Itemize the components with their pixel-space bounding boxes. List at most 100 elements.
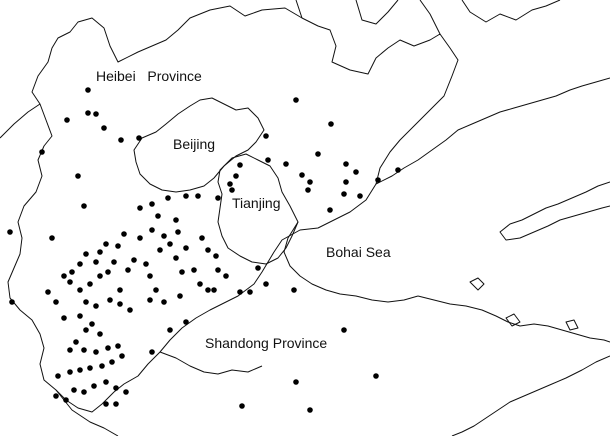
station-point xyxy=(137,235,143,241)
station-point xyxy=(147,273,153,279)
station-point xyxy=(103,379,109,385)
station-point xyxy=(213,253,219,259)
station-point xyxy=(61,315,67,321)
station-point xyxy=(157,247,163,253)
station-point xyxy=(167,327,173,333)
station-point xyxy=(93,349,99,355)
label-hebei-province: Heibei Province xyxy=(96,68,202,84)
station-point xyxy=(105,345,111,351)
station-point xyxy=(255,265,261,271)
station-point xyxy=(223,273,229,279)
station-point xyxy=(247,289,253,295)
station-point xyxy=(237,289,243,295)
coastline xyxy=(283,77,610,436)
station-point xyxy=(191,267,197,273)
station-point xyxy=(165,195,171,201)
station-point xyxy=(199,235,205,241)
station-point xyxy=(53,393,59,399)
station-point xyxy=(113,401,119,407)
station-point xyxy=(149,201,155,207)
station-point xyxy=(197,281,203,287)
station-point xyxy=(91,383,97,389)
station-point xyxy=(93,303,99,309)
station-point xyxy=(215,267,221,273)
station-point xyxy=(265,157,271,163)
station-point xyxy=(315,151,321,157)
station-point xyxy=(99,363,105,369)
province-boundaries xyxy=(0,0,561,436)
station-point xyxy=(115,243,121,249)
station-point xyxy=(67,347,73,353)
station-point xyxy=(127,307,133,313)
station-point xyxy=(83,299,89,305)
station-point xyxy=(183,193,189,199)
station-point xyxy=(123,389,129,395)
station-point xyxy=(307,179,313,185)
station-point xyxy=(81,347,87,353)
station-point xyxy=(357,193,363,199)
station-point xyxy=(9,299,15,305)
station-point xyxy=(93,111,99,117)
station-point xyxy=(111,259,117,265)
station-point xyxy=(343,179,349,185)
station-point xyxy=(107,297,113,303)
station-point xyxy=(85,87,91,93)
station-point xyxy=(64,117,70,123)
station-point xyxy=(81,389,87,395)
hebei-outer-boundary xyxy=(7,5,459,413)
station-point xyxy=(125,267,131,273)
station-point xyxy=(7,229,13,235)
station-point xyxy=(117,301,123,307)
station-point xyxy=(149,349,155,355)
station-point xyxy=(147,297,153,303)
station-point xyxy=(233,173,239,179)
station-point xyxy=(117,287,123,293)
station-point xyxy=(97,273,103,279)
label-beijing: Beijing xyxy=(173,136,215,152)
station-point xyxy=(327,207,333,213)
station-point xyxy=(227,181,233,187)
station-point xyxy=(263,133,269,139)
liaodong-peninsula xyxy=(499,181,610,241)
station-point xyxy=(73,339,79,345)
station-point xyxy=(229,187,235,193)
station-point xyxy=(183,245,189,251)
station-point xyxy=(67,279,73,285)
station-points xyxy=(7,87,401,413)
label-shandong-province: Shandong Province xyxy=(205,335,327,351)
station-point xyxy=(205,247,211,253)
station-point xyxy=(93,259,99,265)
station-point xyxy=(105,269,111,275)
island-1 xyxy=(469,277,485,291)
station-point xyxy=(341,327,347,333)
station-point xyxy=(81,203,87,209)
station-point xyxy=(328,121,334,127)
station-point xyxy=(307,407,313,413)
station-point xyxy=(113,385,119,391)
station-point xyxy=(293,379,299,385)
label-tianjin: Tianjing xyxy=(232,195,281,211)
liaodong-coast xyxy=(375,77,610,185)
island-2 xyxy=(505,313,521,327)
beijing-boundary xyxy=(133,97,265,193)
station-point xyxy=(39,149,45,155)
label-bohai-sea: Bohai Sea xyxy=(326,244,391,260)
station-point xyxy=(239,403,245,409)
station-point xyxy=(143,261,149,267)
station-point xyxy=(69,269,75,275)
station-point xyxy=(211,287,217,293)
station-point xyxy=(115,343,121,349)
station-point xyxy=(77,367,83,373)
station-point xyxy=(77,261,83,267)
station-point xyxy=(153,287,159,293)
station-point xyxy=(283,161,289,167)
station-point xyxy=(45,289,51,295)
shandong-north-coast xyxy=(417,295,610,343)
tianjin-boundary xyxy=(217,153,299,265)
station-point xyxy=(263,281,269,287)
station-point xyxy=(119,353,125,359)
station-point xyxy=(121,231,127,237)
station-point xyxy=(161,233,167,239)
station-point xyxy=(343,161,349,167)
